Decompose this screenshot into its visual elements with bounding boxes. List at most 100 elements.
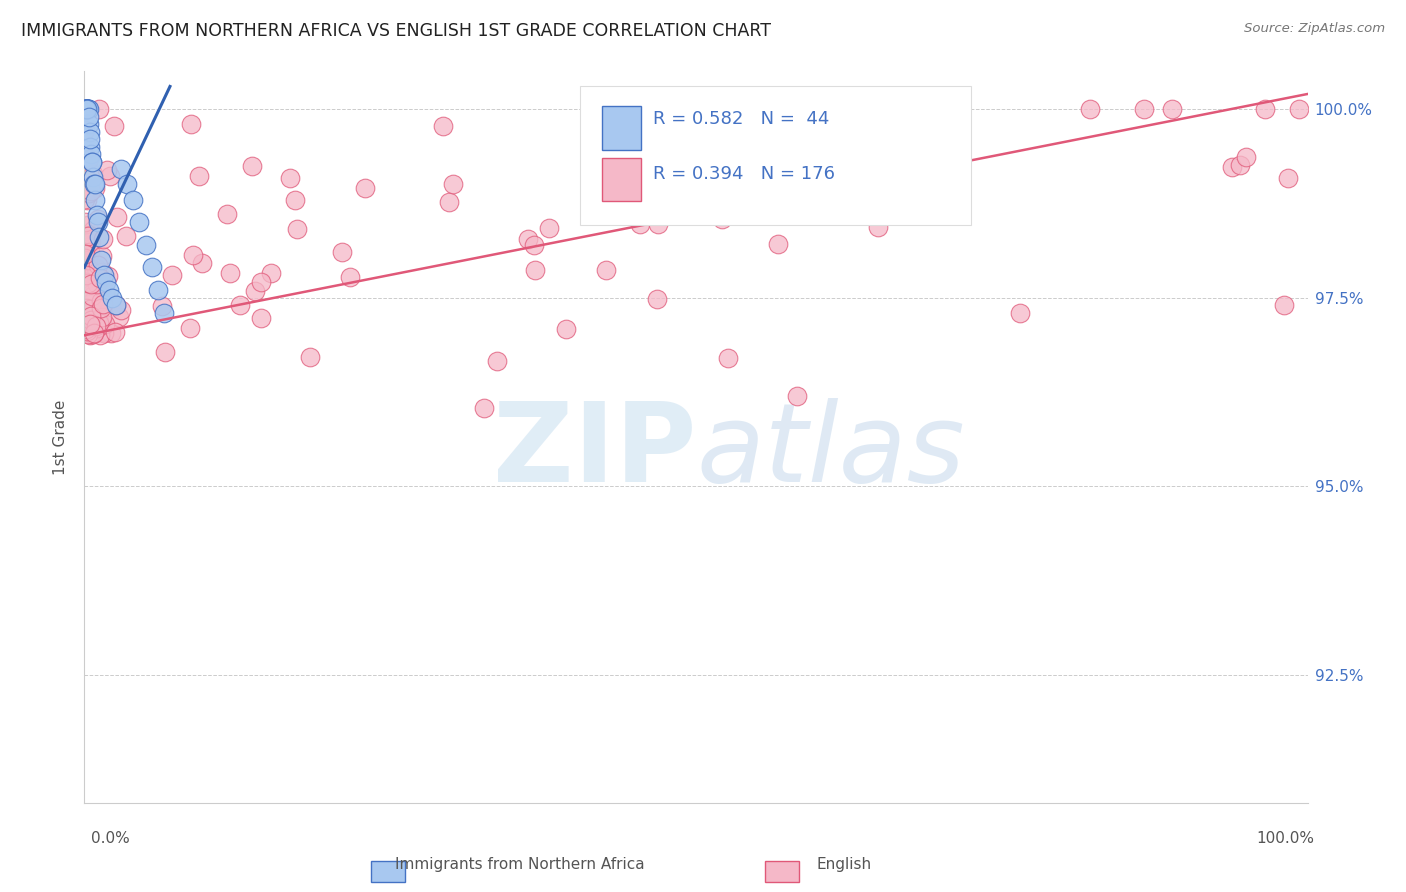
Point	[128, 215, 150, 229]
Point	[107, 310, 129, 324]
Point	[80, 147, 103, 161]
Point	[77, 315, 100, 329]
Point	[105, 298, 128, 312]
Point	[135, 237, 157, 252]
FancyBboxPatch shape	[765, 861, 799, 882]
Point	[79, 235, 101, 249]
Text: Immigrants from Northern Africa: Immigrants from Northern Africa	[395, 857, 645, 872]
Point	[73, 251, 96, 265]
Point	[75, 256, 97, 270]
Point	[84, 319, 107, 334]
Point	[339, 270, 361, 285]
Point	[89, 316, 111, 330]
Point	[82, 169, 104, 184]
Point	[93, 326, 115, 340]
Point	[104, 325, 127, 339]
Point	[76, 324, 98, 338]
Point	[83, 178, 105, 192]
Point	[75, 313, 97, 327]
Point	[905, 156, 928, 170]
Point	[75, 102, 97, 116]
Point	[1160, 102, 1182, 116]
Point	[91, 280, 114, 294]
Point	[76, 102, 98, 116]
Point	[105, 210, 128, 224]
Point	[90, 294, 112, 309]
Point	[82, 289, 104, 303]
Point	[100, 326, 122, 341]
Point	[87, 211, 110, 226]
Point	[73, 192, 96, 206]
Point	[1272, 298, 1295, 312]
Point	[80, 318, 103, 332]
Point	[82, 223, 104, 237]
Point	[250, 275, 273, 289]
Point	[89, 271, 111, 285]
Point	[82, 154, 104, 169]
Point	[76, 268, 98, 282]
Point	[80, 320, 103, 334]
Point	[150, 299, 173, 313]
Point	[80, 326, 103, 341]
Point	[82, 316, 104, 330]
Point	[86, 314, 108, 328]
Point	[82, 293, 104, 308]
Point	[517, 232, 540, 246]
Point	[80, 320, 103, 334]
Point	[77, 302, 100, 317]
Point	[90, 325, 112, 339]
FancyBboxPatch shape	[602, 158, 641, 201]
Point	[1288, 102, 1310, 116]
Point	[647, 218, 669, 232]
Point	[79, 317, 101, 331]
Point	[645, 293, 668, 307]
Point	[783, 102, 806, 116]
Point	[835, 128, 858, 142]
Point	[1133, 102, 1156, 116]
Point	[628, 217, 651, 231]
Point	[73, 214, 96, 228]
Point	[77, 102, 100, 116]
Point	[75, 102, 97, 116]
Point	[439, 194, 461, 209]
Point	[537, 220, 560, 235]
Point	[90, 301, 112, 315]
Point	[87, 102, 110, 116]
Point	[79, 140, 101, 154]
Point	[96, 276, 118, 290]
Point	[932, 103, 955, 118]
Point	[250, 310, 273, 325]
Point	[76, 102, 98, 116]
Point	[75, 102, 97, 116]
Point	[153, 345, 176, 359]
Point	[79, 326, 101, 341]
Point	[91, 232, 114, 246]
Point	[100, 295, 122, 310]
Point	[645, 102, 668, 116]
Point	[711, 212, 734, 227]
FancyBboxPatch shape	[602, 106, 641, 150]
Point	[79, 132, 101, 146]
Text: R = 0.582   N =  44: R = 0.582 N = 44	[654, 110, 830, 128]
Point	[485, 353, 508, 368]
Point	[96, 162, 118, 177]
Point	[240, 159, 263, 173]
Point	[97, 283, 120, 297]
Point	[217, 207, 239, 221]
Text: 0.0%: 0.0%	[91, 831, 131, 846]
Point	[524, 263, 547, 277]
Point	[79, 125, 101, 139]
Point	[86, 208, 108, 222]
Point	[73, 102, 96, 116]
Text: Source: ZipAtlas.com: Source: ZipAtlas.com	[1244, 22, 1385, 36]
Point	[110, 162, 132, 177]
Point	[122, 193, 145, 207]
Point	[79, 277, 101, 292]
Point	[100, 169, 122, 183]
Point	[76, 102, 98, 116]
Point	[77, 219, 100, 233]
Point	[80, 235, 103, 249]
Point	[77, 286, 100, 301]
Point	[80, 320, 103, 334]
Point	[285, 222, 308, 236]
